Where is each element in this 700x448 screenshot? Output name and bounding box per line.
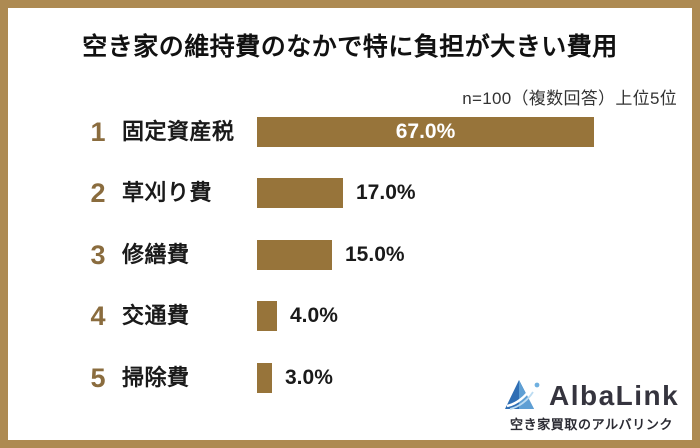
category-label: 掃除費 bbox=[122, 365, 190, 390]
sample-size-note: n=100（複数回答）上位5位 bbox=[462, 89, 677, 108]
rank-number: 2 bbox=[90, 178, 106, 208]
category-label: 固定資産税 bbox=[122, 119, 235, 144]
value-label: 17.0% bbox=[356, 181, 416, 204]
rank-number: 5 bbox=[90, 363, 106, 393]
value-label: 15.0% bbox=[345, 243, 405, 266]
chart-row: 2 草刈り費 17.0% bbox=[0, 178, 700, 208]
chart-title: 空き家の維持費のなかで特に負担が大きい費用 bbox=[82, 33, 618, 61]
rank-number: 3 bbox=[90, 240, 106, 270]
chart-row: 1 固定資産税 67.0% bbox=[0, 117, 700, 147]
chart-row: 3 修繕費 15.0% bbox=[0, 240, 700, 270]
category-label: 修繕費 bbox=[122, 242, 190, 267]
bar: 67.0% bbox=[257, 117, 594, 147]
bar bbox=[257, 363, 272, 393]
bar-area: 3.0% bbox=[257, 363, 333, 393]
albalink-tagline: 空き家買取のアルバリンク bbox=[510, 417, 674, 432]
value-label: 3.0% bbox=[285, 366, 333, 389]
bar-area: 15.0% bbox=[257, 240, 405, 270]
bar bbox=[257, 301, 277, 331]
bar-area: 67.0% bbox=[257, 117, 594, 147]
rank-number: 4 bbox=[90, 301, 106, 331]
category-label: 交通費 bbox=[122, 303, 190, 328]
rank-number: 1 bbox=[90, 117, 106, 147]
category-label: 草刈り費 bbox=[122, 180, 213, 205]
bar-area: 4.0% bbox=[257, 301, 338, 331]
albalink-logo-icon bbox=[505, 380, 540, 410]
value-label: 4.0% bbox=[290, 304, 338, 327]
value-label: 67.0% bbox=[395, 120, 456, 143]
bar bbox=[257, 240, 332, 270]
albalink-logo-text: AlbaLink bbox=[549, 380, 680, 411]
bar bbox=[257, 178, 343, 208]
bar-area: 17.0% bbox=[257, 178, 416, 208]
chart-row: 5 掃除費 3.0% bbox=[0, 363, 700, 393]
chart-row: 4 交通費 4.0% bbox=[0, 301, 700, 331]
